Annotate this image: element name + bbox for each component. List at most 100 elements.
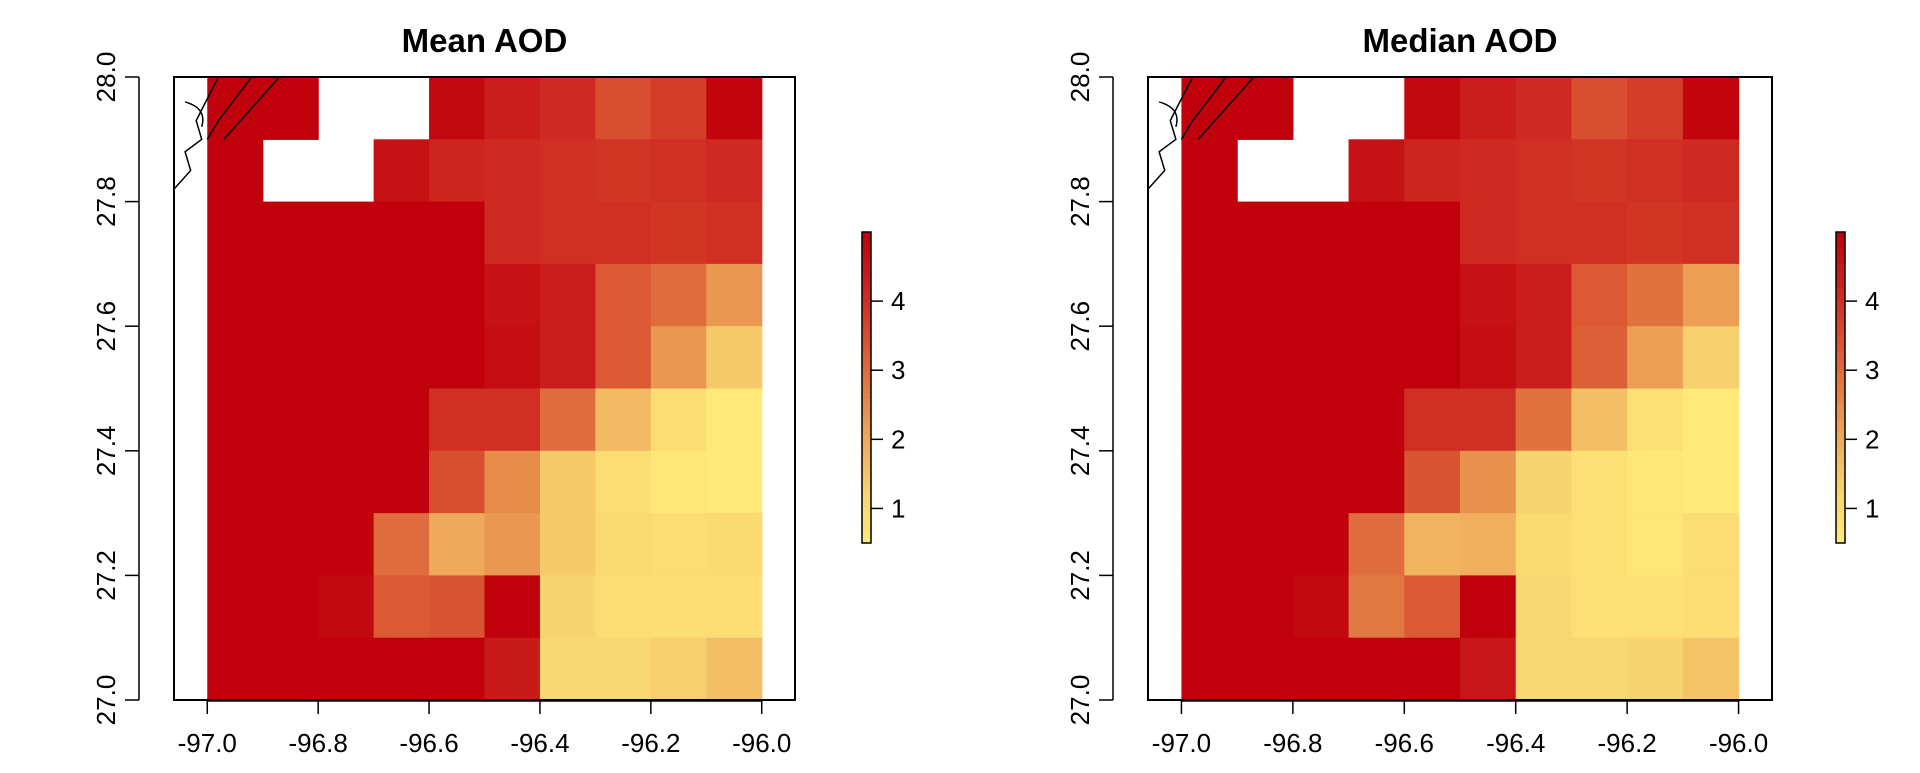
x-tick-label: -96.4 xyxy=(1486,728,1545,758)
chart-title: Median AOD xyxy=(1363,22,1558,59)
legend-swatch xyxy=(1836,283,1845,290)
legend-swatch xyxy=(862,527,871,534)
heatmap-cell xyxy=(1181,201,1238,265)
heatmap-cell xyxy=(1348,388,1405,452)
legend-swatch xyxy=(862,506,871,513)
y-tick-label: 27.4 xyxy=(1065,425,1095,476)
heatmap-cell xyxy=(373,575,430,639)
heatmap-cell xyxy=(1404,263,1461,327)
heatmap-cell xyxy=(1292,513,1350,576)
legend-swatch xyxy=(1836,387,1845,394)
heatmap-cell xyxy=(1404,388,1461,452)
heatmap-cell xyxy=(1181,326,1238,390)
legend-swatch xyxy=(862,522,871,528)
legend-swatch xyxy=(862,449,871,456)
heatmap-cell xyxy=(650,388,707,452)
heatmap-cell xyxy=(1348,263,1405,327)
legend-swatch xyxy=(862,511,871,518)
heatmap-cell xyxy=(207,388,264,452)
legend-swatch xyxy=(1836,242,1845,249)
legend-swatch xyxy=(862,517,871,523)
heatmap-cell xyxy=(318,388,375,452)
y-tick-label: 27.4 xyxy=(91,425,121,476)
heatmap-cell xyxy=(207,513,264,576)
heatmap-cell xyxy=(484,575,541,639)
legend-swatch xyxy=(862,237,871,243)
heatmap-cell xyxy=(207,139,264,203)
heatmap-cell xyxy=(262,575,319,639)
heatmap-cell xyxy=(650,201,707,265)
legend-swatch xyxy=(862,314,871,321)
legend-swatch xyxy=(862,371,871,378)
legend-swatch xyxy=(1836,485,1845,492)
heatmap-cell xyxy=(1460,637,1517,700)
legend-swatch xyxy=(1836,361,1845,368)
heatmap-cell xyxy=(1627,77,1684,140)
heatmap-cell xyxy=(262,637,319,700)
legend-swatch xyxy=(1836,522,1845,528)
y-axis: 27.0 27.2 27.4 27.6 27.8 28.0 xyxy=(91,52,140,725)
legend-swatch xyxy=(1836,397,1845,404)
heatmap-cell xyxy=(706,637,763,700)
legend-swatch xyxy=(1836,263,1845,269)
heatmap-cell xyxy=(1237,575,1294,639)
heatmap-cell xyxy=(1515,201,1573,265)
legend-swatch xyxy=(862,232,871,238)
heatmap-cell xyxy=(318,637,375,700)
legend-swatch xyxy=(1836,532,1845,539)
heatmap-cell xyxy=(262,326,319,390)
heatmap-cell xyxy=(207,77,264,140)
legend-swatch xyxy=(1836,460,1845,466)
legend-swatch xyxy=(862,377,871,383)
heatmap-cell xyxy=(318,450,375,514)
heatmap-cell xyxy=(207,575,264,639)
heatmap-cell xyxy=(1181,388,1238,452)
heatmap-cell xyxy=(650,77,707,140)
heatmap-cell xyxy=(1571,139,1628,203)
heatmap-cell xyxy=(1404,201,1461,265)
heatmap-cell xyxy=(1292,388,1350,452)
heatmap-cell xyxy=(706,263,763,327)
heatmap-cell xyxy=(706,77,763,140)
heatmap-cell xyxy=(539,513,596,576)
heatmap-cell xyxy=(1348,575,1405,639)
heatmap-cell xyxy=(1292,575,1350,639)
color-legend: 1 2 3 4 xyxy=(861,231,905,544)
heatmap-cell xyxy=(373,388,430,452)
heatmap-cell xyxy=(262,263,319,327)
heatmap-cell xyxy=(1460,201,1517,265)
heatmap-cell xyxy=(595,388,652,452)
heatmap-cell xyxy=(484,201,541,265)
legend-swatch xyxy=(862,501,871,508)
legend-swatch xyxy=(862,273,871,280)
heatmap-cell xyxy=(1682,388,1740,452)
coastline-path xyxy=(206,77,253,140)
heatmap-cell xyxy=(207,201,264,265)
legend-swatch xyxy=(862,268,871,274)
heatmap-cell xyxy=(1627,637,1684,700)
heatmap-cell xyxy=(706,575,763,639)
heatmap-cell xyxy=(429,326,486,390)
legend-swatch xyxy=(1836,304,1845,311)
y-tick-label: 27.6 xyxy=(1065,301,1095,352)
legend-swatch xyxy=(1836,439,1845,446)
legend-swatch xyxy=(1836,382,1845,388)
legend-swatch xyxy=(1836,428,1845,435)
heatmap-cell xyxy=(1571,326,1628,390)
heatmap-cell xyxy=(318,263,375,327)
coastline-path xyxy=(223,77,280,140)
legend-swatch xyxy=(1836,480,1845,487)
heatmap-cell xyxy=(1627,513,1684,576)
heatmap-cell xyxy=(539,450,596,514)
coastline-path xyxy=(1180,77,1227,140)
heatmap-cell xyxy=(1404,450,1461,514)
chart-title: Mean AOD xyxy=(402,22,568,59)
legend-swatch xyxy=(1836,356,1845,363)
heatmap-cell xyxy=(595,139,652,203)
heatmap-cell xyxy=(1627,450,1684,514)
plot-frame xyxy=(173,76,796,701)
heatmap-cell xyxy=(484,139,541,203)
legend-swatch xyxy=(862,439,871,446)
heatmap-cell xyxy=(429,575,486,639)
heatmap-cell xyxy=(318,326,375,390)
